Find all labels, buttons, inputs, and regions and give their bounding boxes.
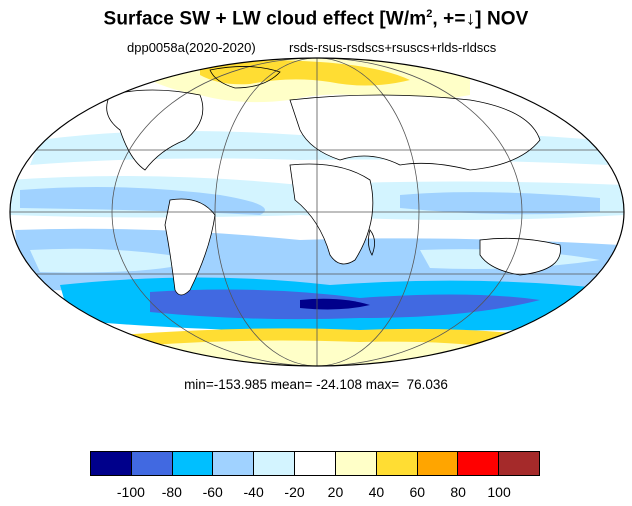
- colorbar-swatch: [91, 452, 132, 475]
- stat-mean: mean= -24.108: [270, 377, 362, 392]
- colorbar-swatch: [458, 452, 500, 475]
- colorbar-swatch: [172, 452, 214, 475]
- colorbar-tick-label: -20: [284, 484, 305, 500]
- stat-min: min=-153.985: [184, 377, 267, 392]
- colorbar-tick-label: 60: [409, 484, 426, 500]
- map-outline: [9, 57, 625, 367]
- colorbar-swatch: [213, 452, 255, 475]
- title-main: Surface SW + LW cloud effect [W/m: [103, 8, 427, 30]
- title-superscript: 2: [426, 8, 433, 20]
- colorbar-swatch: [417, 452, 459, 475]
- colorbar-tick-label: 40: [368, 484, 385, 500]
- colorbar-tick-label: -60: [202, 484, 223, 500]
- colorbar-swatch: [335, 452, 377, 475]
- colorbar-tick-label: -40: [243, 484, 264, 500]
- colorbar-tick-label: -100: [116, 484, 145, 500]
- title-suffix: , +=↓] NOV: [432, 8, 529, 30]
- colorbar: [90, 451, 540, 476]
- colorbar-tick-label: 20: [327, 484, 344, 500]
- colorbar-swatch: [131, 452, 173, 475]
- colorbar-swatch: [376, 452, 418, 475]
- colorbar-tick-label: 100: [487, 484, 511, 500]
- subtitle-experiment: dpp0058a(2020-2020): [127, 40, 256, 55]
- colorbar-swatch: [254, 452, 296, 475]
- colorbar-tick-label: -80: [161, 484, 182, 500]
- colorbar-tick-label: 80: [450, 484, 466, 500]
- map-field: [10, 58, 624, 366]
- subtitle-formula: rsds-rsus-rsdscs+rsuscs+rlds-rldscs: [289, 40, 497, 55]
- stats-line: min=-153.985 mean= -24.108 max= 76.036: [0, 377, 632, 392]
- plot-title: Surface SW + LW cloud effect [W/m2, +=↓]…: [0, 8, 632, 30]
- stat-max: max= 76.036: [365, 377, 448, 392]
- colorbar-swatch: [499, 452, 539, 475]
- colorbar-swatch: [295, 452, 336, 475]
